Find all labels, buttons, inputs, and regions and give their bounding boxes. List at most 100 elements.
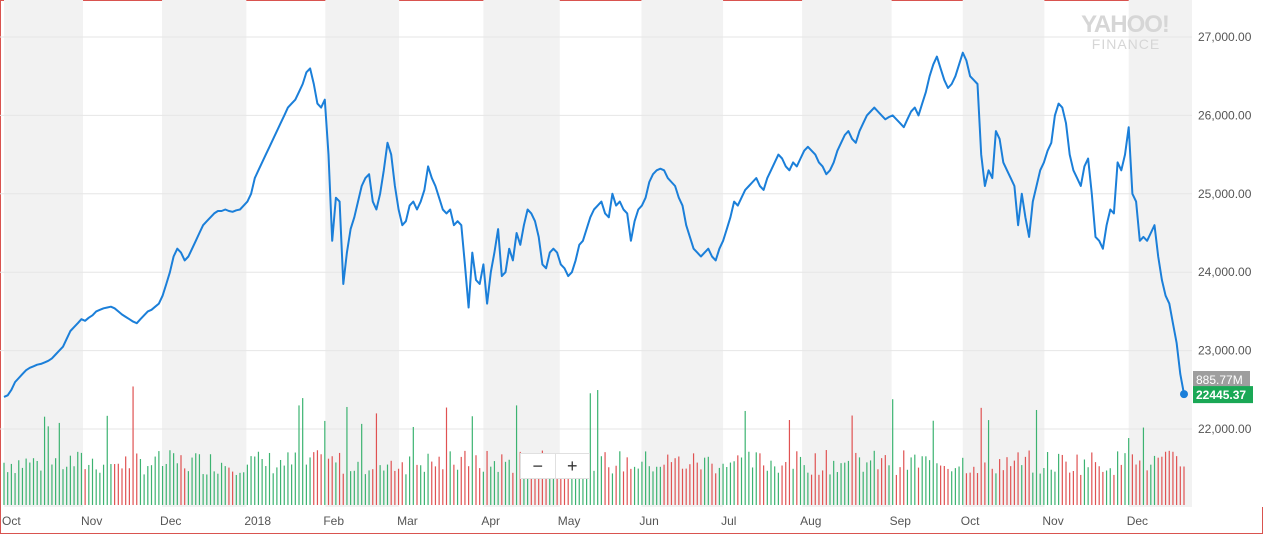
volume-bar (943, 465, 945, 505)
volume-bar (298, 405, 300, 505)
x-axis-labels: Oct Nov Dec 2018 Feb Mar Apr May Jun Jul Aug Sep Oct… (2, 514, 1148, 528)
volume-bar (1153, 455, 1156, 505)
last-value-badges: 885.77M 22445.37 (1193, 371, 1253, 404)
volume-bar (884, 455, 886, 505)
volume-bars (3, 386, 1185, 505)
y-tick-label: 26,000.00 (1198, 108, 1252, 122)
volume-bar (486, 450, 488, 505)
y-tick-label: 24,000.00 (1198, 265, 1252, 279)
volume-bar (154, 456, 156, 505)
volume-bar (586, 467, 588, 505)
x-tick-label: Oct (2, 514, 21, 528)
watermark-line2: FINANCE (1092, 36, 1160, 52)
volume-bar (47, 426, 49, 505)
volume-bar (305, 464, 307, 505)
volume-bar (327, 458, 330, 505)
volume-bar (1046, 452, 1049, 505)
volume-bar (1002, 470, 1004, 505)
x-tick-label: Aug (800, 514, 821, 528)
volume-bar (228, 467, 230, 505)
volume-bar (895, 474, 897, 505)
volume-bar (899, 467, 901, 505)
volume-bar (73, 466, 75, 505)
volume-bar (545, 459, 547, 505)
volume-bar (117, 463, 119, 505)
volume-bar (633, 466, 636, 505)
volume-bar (62, 469, 64, 505)
volume-bar (1128, 438, 1130, 505)
zoom-out-button[interactable]: − (532, 455, 543, 476)
volume-bar (1124, 453, 1126, 505)
volume-bar (906, 469, 909, 505)
volume-bar (51, 464, 53, 505)
volume-bar (291, 464, 293, 505)
volume-bar (1072, 470, 1074, 505)
volume-bar (261, 459, 263, 505)
volume-bar (1043, 468, 1045, 505)
volume-bar (855, 452, 857, 505)
volume-bar (313, 452, 315, 505)
volume-bar (600, 456, 602, 505)
volume-bar (10, 463, 12, 505)
volume-bar (445, 407, 448, 505)
volume-bar (21, 467, 24, 505)
y-tick-label: 22,000.00 (1198, 422, 1252, 436)
zoom-in-button[interactable]: + (554, 454, 590, 478)
volume-bar (58, 422, 60, 505)
volume-bar (257, 451, 260, 505)
volume-bar (139, 458, 142, 505)
volume-bar (1150, 464, 1152, 505)
volume-bar (7, 472, 9, 505)
volume-badge (1193, 371, 1250, 387)
month-band (325, 0, 400, 507)
volume-bar (770, 460, 772, 505)
volume-bar (265, 466, 267, 505)
x-tick-label: Apr (481, 514, 500, 528)
volume-bar (925, 456, 927, 505)
volume-bar (1076, 454, 1078, 505)
volume-bar (364, 474, 366, 505)
volume-bar (342, 473, 344, 505)
volume-bar (508, 459, 510, 505)
volume-bar (110, 464, 112, 505)
price-line-layer (3, 51, 1188, 399)
month-band (4, 0, 84, 507)
volume-bar (862, 471, 864, 505)
volume-bar (1021, 465, 1023, 505)
volume-bar (102, 464, 105, 505)
volume-bar (987, 420, 990, 505)
x-tick-label: Nov (1042, 514, 1063, 528)
month-band (1128, 0, 1192, 507)
volume-bar (1094, 462, 1097, 505)
volume-bar (965, 473, 968, 505)
volume-bar (25, 458, 27, 505)
volume-bar (316, 450, 319, 505)
volume-bar (1010, 466, 1012, 505)
volume-bar (224, 466, 226, 505)
volume-bar (549, 473, 551, 505)
volume-bar (423, 471, 425, 505)
volume-bar (737, 455, 739, 505)
volume-bar (796, 451, 798, 505)
volume-bar (95, 469, 97, 505)
volume-bar (14, 473, 16, 505)
month-bands (4, 0, 1263, 507)
volume-bar (648, 466, 650, 505)
volume-bar (1179, 466, 1181, 505)
volume-bar (645, 451, 647, 505)
volume-bar (814, 453, 816, 505)
volume-bar (165, 463, 167, 505)
volume-bar (187, 471, 189, 505)
volume-bar (121, 468, 123, 505)
volume-bar (191, 457, 193, 505)
volume-bar (1054, 471, 1056, 505)
volume-bar (386, 464, 389, 505)
volume-bar (287, 452, 289, 505)
volume-bar (991, 468, 993, 505)
volume-bar (940, 465, 942, 505)
volume-bar (836, 472, 838, 505)
volume-bar (763, 465, 765, 505)
volume-bar (980, 407, 982, 505)
volume-bar (302, 398, 304, 505)
volume-bar (622, 471, 625, 505)
